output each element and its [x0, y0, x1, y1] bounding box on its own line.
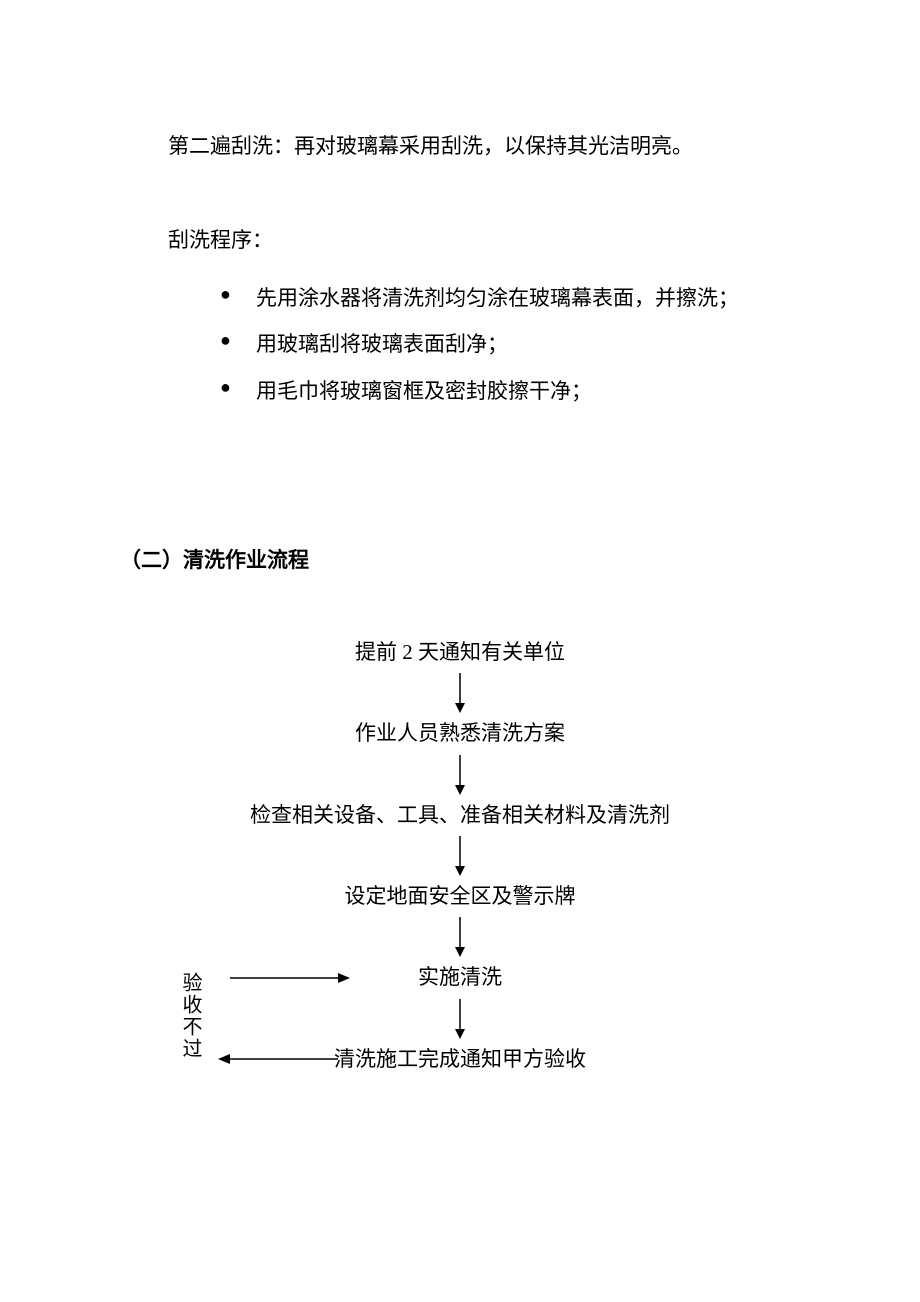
- list-item: 先用涂水器将清洗剂均匀涂在玻璃幕表面，并擦洗；: [220, 275, 800, 321]
- bullet-list-scrape-steps: 先用涂水器将清洗剂均匀涂在玻璃幕表面，并擦洗； 用玻璃刮将玻璃表面刮净； 用毛巾…: [220, 275, 800, 414]
- flow-arrow-down-icon: [120, 834, 800, 878]
- flow-arrow-down-icon: [120, 915, 800, 959]
- flow-node-check-equipment: 检查相关设备、工具、准备相关材料及清洗剂: [120, 797, 800, 834]
- flow-node-safety-zone: 设定地面安全区及警示牌: [120, 878, 800, 915]
- flow-arrow-down-icon: [120, 753, 800, 797]
- flow-node-implement: 实施清洗: [120, 959, 800, 996]
- feedback-label-fail: 验收不过: [180, 972, 200, 1060]
- flow-node-notify: 提前 2 天通知有关单位: [120, 634, 800, 671]
- feedback-arrow-right-icon: [228, 970, 358, 986]
- flow-arrow-down-icon: [120, 997, 800, 1041]
- flow-node-familiarize: 作业人员熟悉清洗方案: [120, 715, 800, 752]
- list-item: 用毛巾将玻璃窗框及密封胶擦干净；: [220, 368, 800, 414]
- section-heading-workflow: （二）清洗作业流程: [120, 544, 800, 574]
- feedback-arrow-left-icon: [210, 1051, 340, 1067]
- list-item: 用玻璃刮将玻璃表面刮净；: [220, 321, 800, 367]
- flowchart-cleaning-workflow: 提前 2 天通知有关单位 作业人员熟悉清洗方案 检查相关设备、工具、准备相关材料…: [120, 634, 800, 1078]
- flow-arrow-down-icon: [120, 671, 800, 715]
- paragraph-second-scrape: 第二遍刮洗：再对玻璃幕采用刮洗，以保持其光洁明亮。: [168, 130, 800, 164]
- paragraph-scrape-procedure-label: 刮洗程序：: [168, 224, 800, 258]
